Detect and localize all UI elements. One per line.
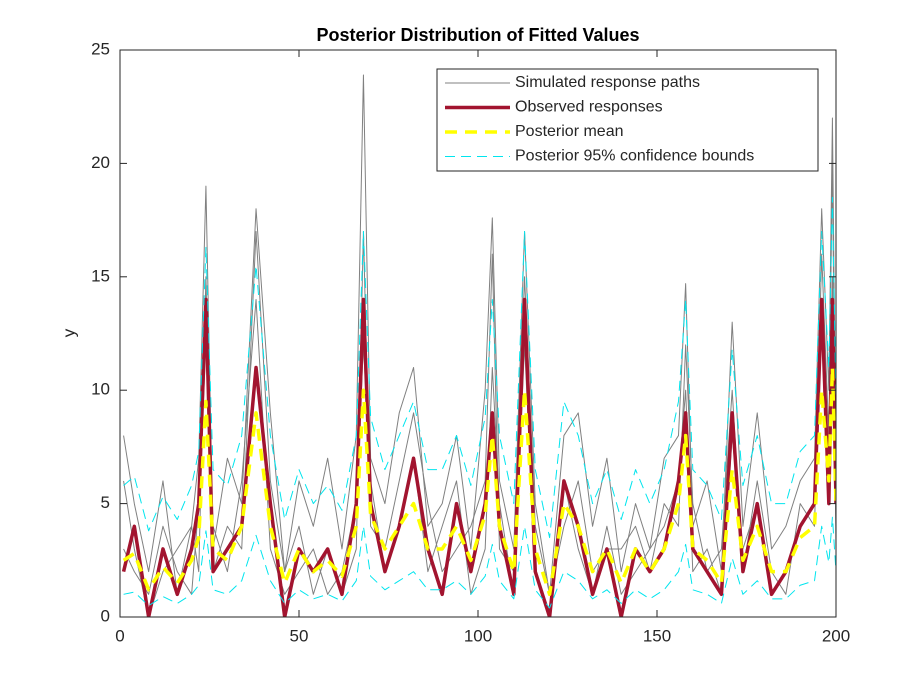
legend-label: Simulated response paths — [515, 74, 700, 91]
legend-box — [436, 68, 819, 172]
x-tick-label: 50 — [290, 626, 309, 645]
y-tick-label: 5 — [101, 493, 110, 512]
legend-label: Observed responses — [515, 99, 663, 116]
y-tick-label: 20 — [91, 153, 110, 172]
data-line — [122, 365, 836, 597]
y-axis-label: y — [59, 328, 78, 337]
x-tick-label: 200 — [822, 626, 850, 645]
y-tick-label: 10 — [91, 380, 110, 399]
x-tick-label: 0 — [115, 626, 124, 645]
chart-title: Posterior Distribution of Fitted Values — [316, 25, 639, 45]
plot-area — [121, 74, 836, 617]
legend-label: Posterior mean — [515, 123, 624, 140]
x-tick-label: 100 — [464, 626, 492, 645]
y-tick-label: 0 — [101, 606, 110, 625]
data-line — [123, 516, 836, 609]
y-tick-label: 15 — [91, 266, 110, 285]
x-tick-label: 150 — [643, 626, 671, 645]
y-tick-label: 25 — [91, 39, 110, 58]
data-line — [123, 196, 836, 539]
legend-label: Posterior 95% confidence bounds — [515, 148, 754, 165]
